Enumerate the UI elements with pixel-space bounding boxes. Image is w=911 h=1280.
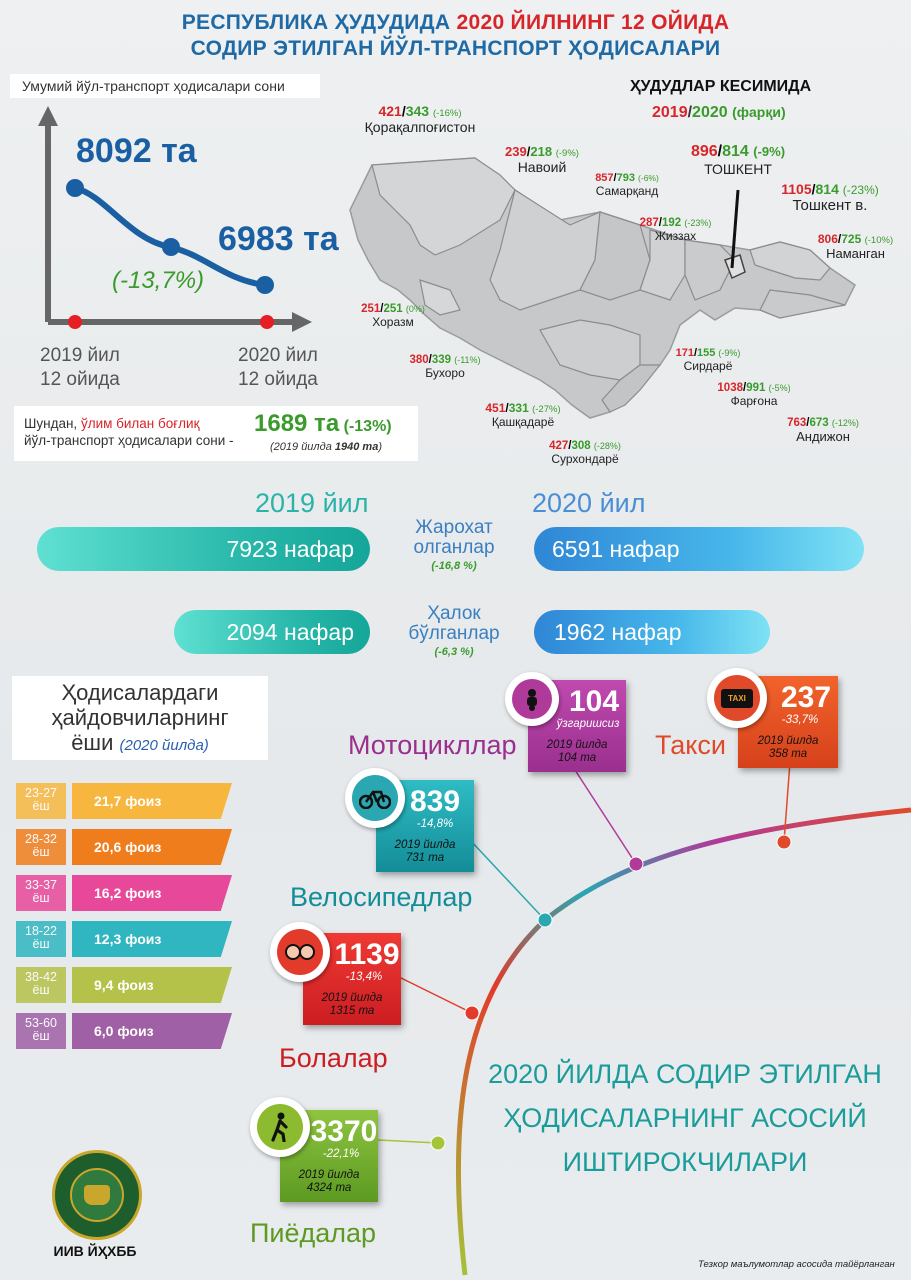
- region-khorezm: 251/251 (0%) Хоразм: [361, 303, 425, 329]
- injured-2020-pill: 6591 нафар: [534, 527, 864, 571]
- total-label: Умумий йўл-транспорт ҳодисалари сони: [10, 74, 320, 98]
- axis-point-2019: [68, 315, 82, 329]
- killed-2019-pill: 2094 нафар: [174, 610, 370, 654]
- arc-node-moto: [628, 856, 644, 872]
- region-karakalpakstan: 421/343 (-16%) Қорақалпоғистон: [364, 103, 476, 135]
- region-bukhara: 380/339 (-11%) Бухоро: [409, 354, 481, 380]
- region-tashkent-region: 1105/814 (-23%) Тошкент в.: [781, 181, 879, 214]
- age-range-label: 33-37 ёш: [16, 875, 66, 911]
- kids-label: Болалар: [279, 1043, 388, 1073]
- pedestrian-icon: [250, 1097, 310, 1157]
- age-range-label: 53-60 ёш: [16, 1013, 66, 1049]
- victims-year-2020: 2020 йил: [532, 488, 646, 518]
- injured-label: Жарохат олганлар (-16,8 %): [413, 517, 495, 573]
- age-share-bar: 9,4 фоиз: [72, 967, 232, 1003]
- page-title: РЕСПУБЛИКА ҲУДУДИДА 2020 ЙИЛНИНГ 12 ОЙИД…: [181, 11, 730, 34]
- age-range-label: 23-27 ёш: [16, 783, 66, 819]
- age-range-label: 38-42 ёш: [16, 967, 66, 1003]
- footer-note: Тезкор маълумотлар асосида тайёрланган: [698, 1259, 895, 1270]
- ages-title: Ҳодисалардаги ҳайдовчиларнинг ёши (2020 …: [12, 676, 268, 760]
- region-surkhandarya: 427/308 (-28%) Сурхондарё: [549, 440, 621, 466]
- arc-node-bike: [537, 912, 553, 928]
- killed-2020-pill: 1962 нафар: [534, 610, 770, 654]
- arc-node-ped: [430, 1135, 446, 1151]
- arc-node-taxi: [776, 834, 792, 850]
- moto-label: Мотоцикллар: [348, 730, 517, 760]
- age-range-label: 18-22 ёш: [16, 921, 66, 957]
- age-share-bar: 16,2 фоиз: [72, 875, 232, 911]
- police-emblem-logo: [52, 1150, 142, 1240]
- bike-label: Велосипедлар: [290, 882, 473, 912]
- taxi-icon: TAXI: [707, 668, 767, 728]
- injured-2019-pill: 7923 нафар: [37, 527, 370, 571]
- total-trend-chart: [38, 106, 312, 332]
- tashkent-pointer: [730, 189, 740, 269]
- region-samarkand: 857/793 (-6%) Самарқанд: [595, 172, 659, 198]
- region-syrdarya: 171/155 (-9%) Сирдарё: [675, 347, 741, 373]
- page-subtitle: СОДИР ЭТИЛГАН ЙЎЛ-ТРАНСПОРТ ҲОДИСАЛАРИ: [190, 37, 721, 60]
- axis-year-2020: 2020 йил 12 ойида: [238, 345, 318, 390]
- region-fergana: 1038/991 (-5%) Фарғона: [717, 382, 791, 408]
- deaths-note: (2019 йилда 1940 та): [270, 441, 382, 453]
- motorcycle-icon: [505, 672, 559, 726]
- age-share-bar: 20,6 фоиз: [72, 829, 232, 865]
- trend-point-mid: [162, 238, 180, 256]
- regions-title: ҲУДУДЛАР КЕСИМИДА: [630, 78, 812, 95]
- deaths-value: 1689 та: [254, 410, 340, 437]
- axis-year-2019: 2019 йил 12 ойида: [40, 345, 120, 390]
- tashkent-city: [724, 254, 746, 280]
- age-share-bar: 6,0 фоиз: [72, 1013, 232, 1049]
- trend-point-2019: [66, 179, 84, 197]
- region-andijan: 763/673 (-12%) Андижон: [787, 417, 859, 444]
- deaths-change: (-13%): [343, 418, 392, 435]
- moto-tile: 104 ўзгаришсиз 2019 йилда 104 та: [528, 680, 626, 772]
- killed-label: Ҳалок бўлганлар (-6,3 %): [408, 603, 500, 659]
- age-share-bar: 12,3 фоиз: [72, 921, 232, 957]
- victims-year-2019: 2019 йил: [255, 488, 369, 518]
- region-namangan: 806/725 (-10%) Наманган: [817, 232, 894, 261]
- trend-point-2020: [256, 276, 274, 294]
- participants-headline: 2020 ЙИЛДА СОДИР ЭТИЛГАН ҲОДИСАЛАРНИНГ А…: [488, 1059, 882, 1177]
- region-tashkent-city: 896/814 (-9%) ТОШКЕНТ: [690, 143, 786, 177]
- total-2019-value: 8092 та: [76, 132, 197, 170]
- arc-node-kids: [464, 1005, 480, 1021]
- kids-tile: 1139 -13,4% 2019 йилда 1315 та: [303, 933, 401, 1025]
- region-navoi: 239/218 (-9%) Навоий: [505, 144, 579, 175]
- deaths-box: Шундан, ўлим билан боғлиқ йўл-транспорт …: [14, 406, 418, 461]
- total-change: (-13,7%): [112, 267, 205, 294]
- logo-caption: ИИВ ЙҲХББ: [53, 1243, 137, 1259]
- bicycle-icon: [345, 768, 405, 828]
- taxi-label: Такси: [655, 730, 726, 760]
- uzbekistan-map: [349, 157, 856, 419]
- region-kashkadarya: 451/331 (-27%) Қашқадарё: [485, 401, 561, 429]
- age-range-label: 28-32 ёш: [16, 829, 66, 865]
- axis-point-2020: [260, 315, 274, 329]
- regions-years: 2019/2020 (фарқи): [652, 104, 786, 121]
- ped-label: Пиёдалар: [250, 1218, 377, 1248]
- region-jizzakh: 287/192 (-23%) Жиззах: [639, 217, 712, 243]
- age-share-bar: 21,7 фоиз: [72, 783, 232, 819]
- total-2020-value: 6983 та: [218, 220, 339, 258]
- children-icon: [270, 922, 330, 982]
